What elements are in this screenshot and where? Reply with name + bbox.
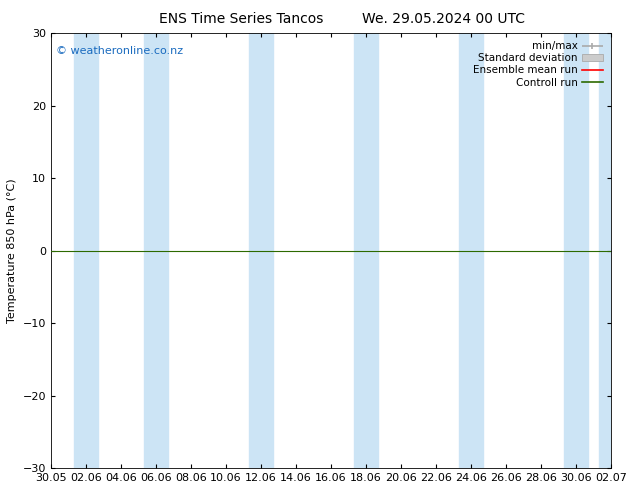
Bar	[459, 33, 483, 468]
Bar	[354, 33, 378, 468]
Bar	[599, 33, 623, 468]
Text: © weatheronline.co.nz: © weatheronline.co.nz	[56, 46, 184, 56]
Bar	[74, 33, 98, 468]
Bar	[144, 33, 168, 468]
Bar	[564, 33, 588, 468]
Legend: min/max, Standard deviation, Ensemble mean run, Controll run: min/max, Standard deviation, Ensemble me…	[470, 38, 606, 91]
Y-axis label: Temperature 850 hPa (°C): Temperature 850 hPa (°C)	[7, 178, 17, 323]
Bar	[249, 33, 273, 468]
Text: We. 29.05.2024 00 UTC: We. 29.05.2024 00 UTC	[362, 12, 526, 26]
Text: ENS Time Series Tancos: ENS Time Series Tancos	[158, 12, 323, 26]
